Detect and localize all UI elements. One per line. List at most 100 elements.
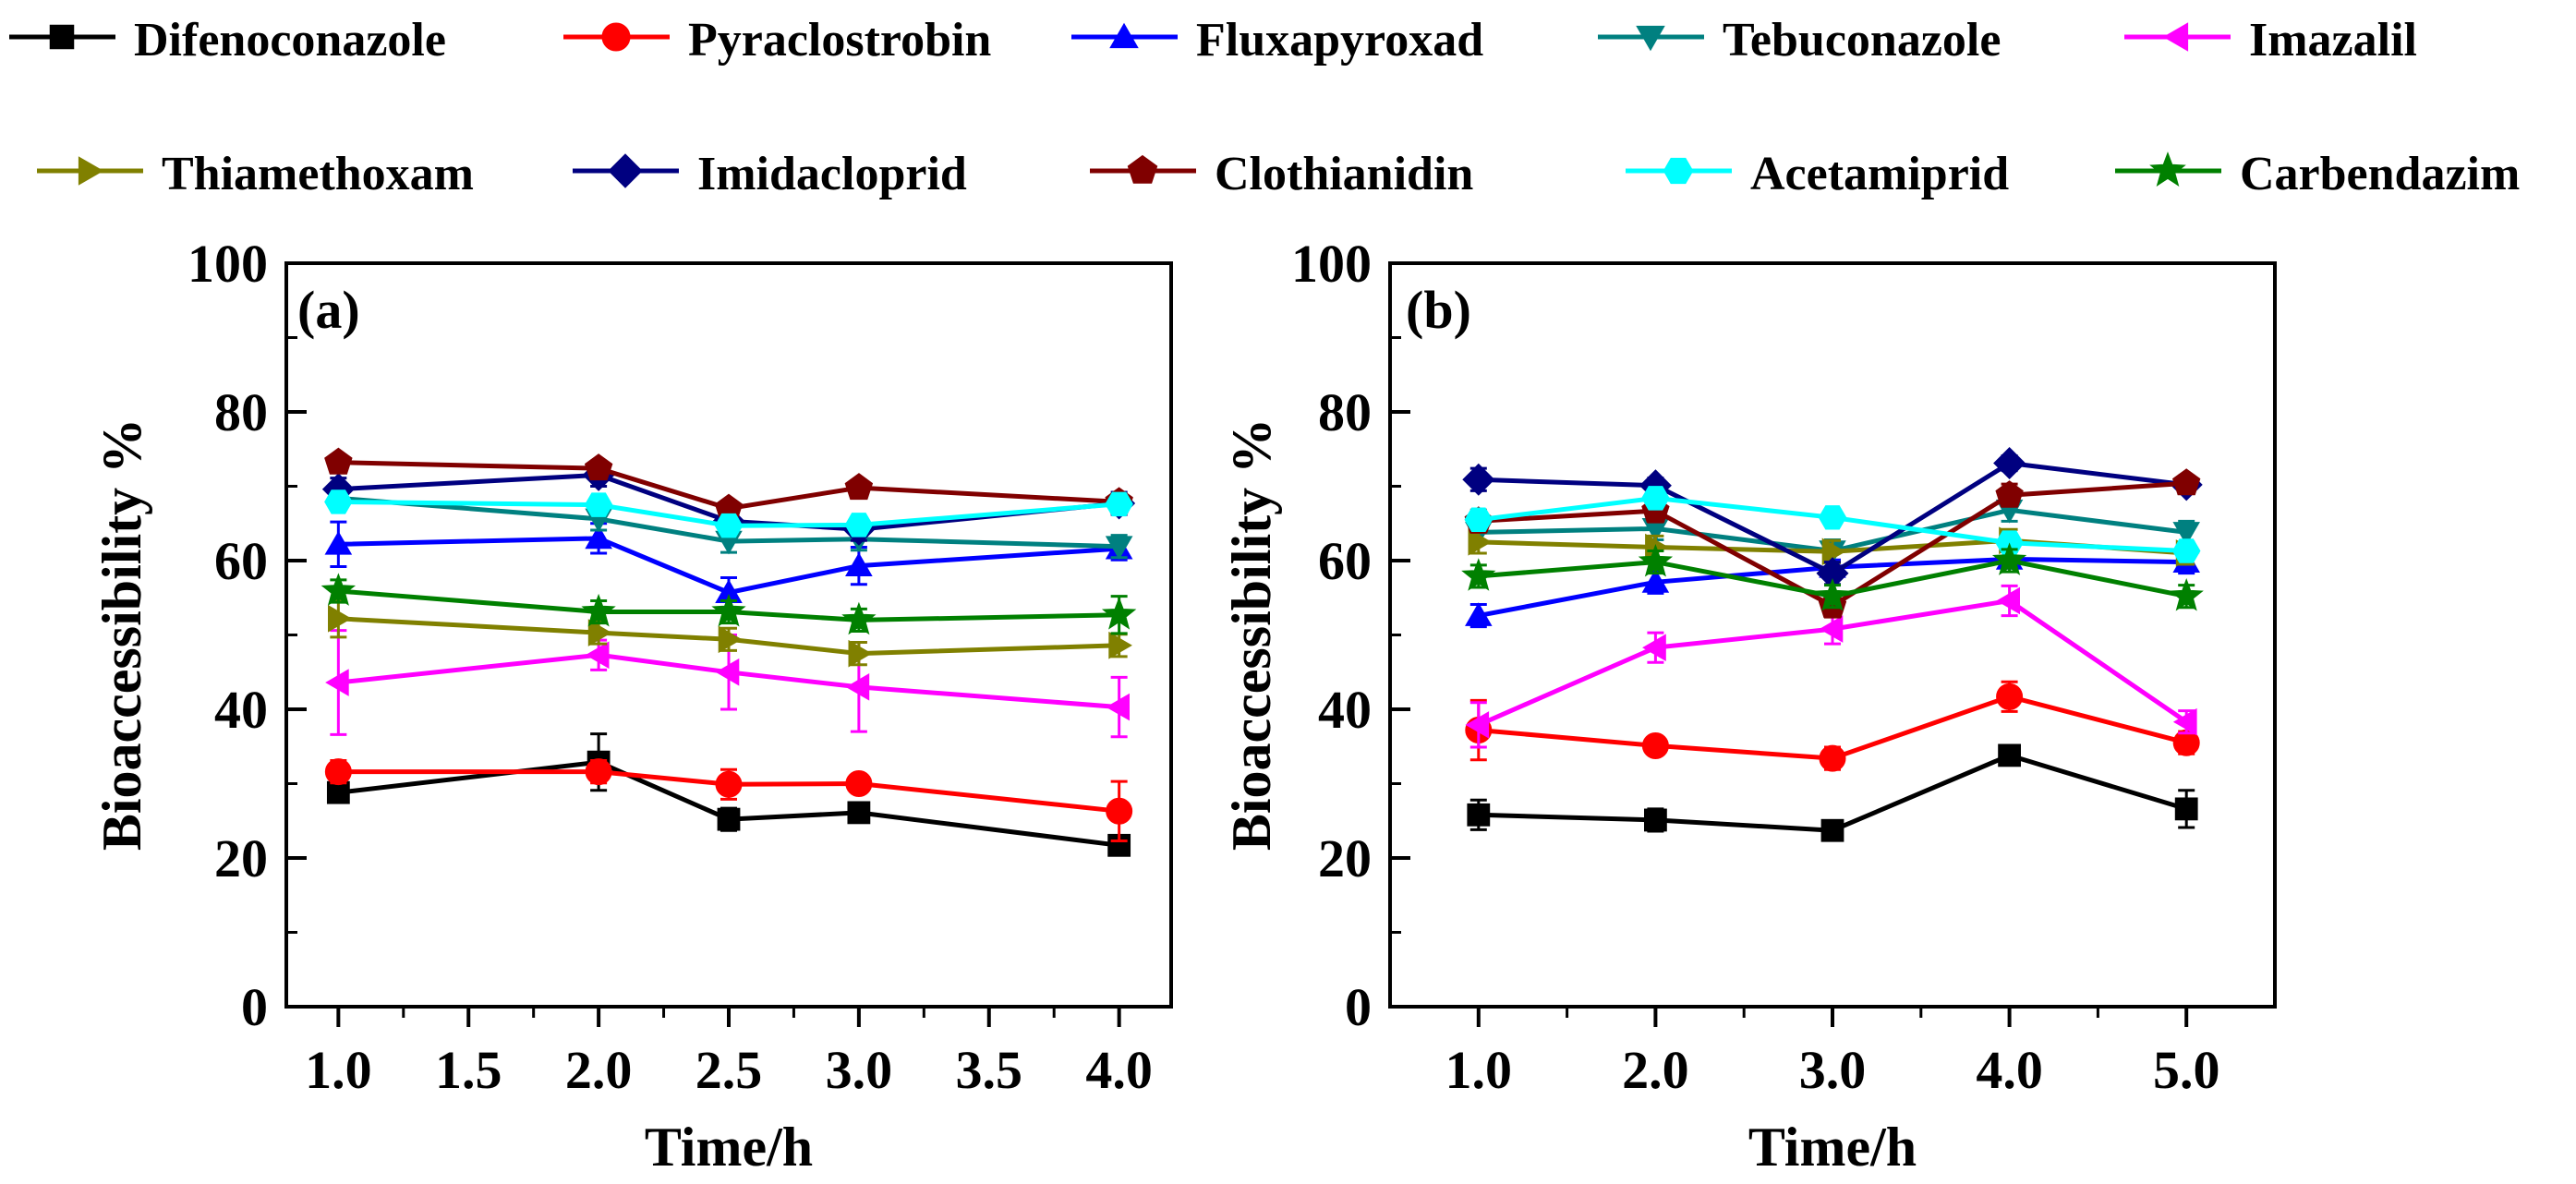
data-point xyxy=(1995,480,2024,508)
legend-label: Carbendazim xyxy=(2240,148,2520,200)
series-thiamethoxam xyxy=(328,598,1132,668)
y-tick-label: 0 xyxy=(241,977,268,1037)
data-point xyxy=(715,658,740,686)
x-tick-label: 4.0 xyxy=(1085,1040,1153,1100)
x-tick-label: 2.0 xyxy=(1622,1040,1689,1100)
data-point xyxy=(1461,558,1496,591)
series-group-b xyxy=(1461,446,2204,842)
data-point xyxy=(584,453,613,481)
data-point xyxy=(587,619,612,646)
x-tick-label: 4.0 xyxy=(1976,1040,2043,1100)
data-point xyxy=(1465,711,1490,739)
x-tick-label: 2.0 xyxy=(565,1040,633,1100)
data-point xyxy=(2169,577,2204,611)
y-tick-label: 100 xyxy=(1291,234,1372,294)
legend-label: Fluxapyroxad xyxy=(1196,14,1483,66)
y-tick-label: 20 xyxy=(214,828,268,888)
legend-item-fluxapyroxad: Fluxapyroxad xyxy=(1071,14,1483,66)
data-point xyxy=(584,492,613,517)
data-point xyxy=(1641,731,1669,759)
data-point xyxy=(717,807,741,831)
x-axis-a: 1.0 1.5 2.0 2.5 3.0 3.5 4.0 xyxy=(305,1007,1153,1100)
y-axis-a: 0 20 40 60 80 100 xyxy=(187,234,307,1037)
data-point xyxy=(1815,577,1850,611)
data-point xyxy=(2172,707,2197,736)
data-point xyxy=(320,573,357,606)
y-tick-label: 40 xyxy=(214,680,268,740)
series-group-a xyxy=(320,447,1137,857)
data-point xyxy=(1467,803,1491,827)
data-point xyxy=(324,758,352,786)
data-point xyxy=(1464,507,1494,532)
x-tick-label: 3.0 xyxy=(826,1040,893,1100)
series-acetamiprid xyxy=(1464,486,2201,563)
data-point xyxy=(1642,634,1666,661)
y-tick-label: 80 xyxy=(214,382,268,442)
legend-item-clothianidin: Clothianidin xyxy=(1090,148,1473,200)
x-tick-label: 3.0 xyxy=(1799,1040,1867,1100)
legend-item-pyraclostrobin: Pyraclostrobin xyxy=(563,14,991,66)
data-point xyxy=(2174,797,2198,821)
legend-item-carbendazim: Carbendazim xyxy=(2115,148,2520,200)
series-imazalil xyxy=(325,629,1130,739)
y-axis-b: 0 20 40 60 80 100 xyxy=(1291,234,1410,1037)
legend-label: Imidacloprid xyxy=(697,148,967,200)
data-point xyxy=(324,531,353,555)
data-point xyxy=(1638,543,1674,577)
legend-label: Clothianidin xyxy=(1215,148,1473,200)
data-point xyxy=(1106,797,1133,825)
x-tick-label: 1.0 xyxy=(305,1040,372,1100)
legend-label: Pyraclostrobin xyxy=(688,14,991,66)
data-point xyxy=(585,641,610,670)
panel-b: (b) Time/h Bioaccessibility % 0 20 40 60 80 1… xyxy=(1221,234,2277,1178)
data-point xyxy=(581,593,616,627)
data-point xyxy=(1462,463,1495,496)
data-point xyxy=(845,673,870,701)
legend-marker-triangle-right xyxy=(78,156,104,186)
data-point xyxy=(585,758,612,786)
legend-marker-triangle-down xyxy=(1636,25,1665,52)
legend-marker-pentagon xyxy=(1127,154,1158,184)
legend: Difenoconazole Pyraclostrobin Fluxapyroxad… xyxy=(9,14,2520,200)
data-point xyxy=(1644,808,1667,832)
x-axis-title-b: Time/h xyxy=(1748,1117,1917,1178)
data-point xyxy=(847,801,871,825)
data-point xyxy=(711,593,746,627)
series-difenoconazole xyxy=(1467,743,2198,842)
y-tick-label: 100 xyxy=(187,234,268,294)
legend-item-acetamiprid: Acetamiprid xyxy=(1626,148,2009,200)
x-tick-label: 1.0 xyxy=(1445,1040,1513,1100)
legend-marker-square xyxy=(49,24,75,50)
data-point xyxy=(1819,744,1846,772)
y-tick-label: 0 xyxy=(1345,977,1372,1037)
data-point xyxy=(2172,468,2201,496)
data-point xyxy=(2171,538,2201,563)
series-carbendazim xyxy=(320,573,1137,635)
data-point xyxy=(324,447,353,475)
x-tick-label: 1.5 xyxy=(435,1040,502,1100)
series-carbendazim xyxy=(1461,542,2204,611)
data-point xyxy=(1820,818,1844,842)
legend-item-imazalil: Imazalil xyxy=(2124,14,2417,66)
series-imazalil xyxy=(1465,584,2197,749)
x-axis-b: 1.0 2.0 3.0 4.0 5.0 xyxy=(1445,1007,2220,1100)
legend-label: Tebuconazole xyxy=(1723,14,2001,66)
data-point xyxy=(324,489,353,514)
data-point xyxy=(714,513,744,538)
x-tick-label: 5.0 xyxy=(2153,1040,2220,1100)
data-point xyxy=(845,770,873,797)
data-point xyxy=(844,513,874,538)
x-tick-label: 3.5 xyxy=(956,1040,1023,1100)
legend-marker-circle xyxy=(601,22,631,52)
data-point xyxy=(1821,538,1846,566)
data-point xyxy=(1468,528,1493,556)
data-point xyxy=(1991,542,2027,575)
data-point xyxy=(1465,602,1493,626)
data-point xyxy=(845,552,873,576)
data-point xyxy=(1641,486,1670,511)
y-axis-title-a: Bioaccessibility % xyxy=(91,418,152,851)
legend-item-tebuconazole: Tebuconazole xyxy=(1598,14,2001,66)
legend-item-difenoconazole: Difenoconazole xyxy=(9,14,446,66)
data-point xyxy=(1101,597,1137,630)
